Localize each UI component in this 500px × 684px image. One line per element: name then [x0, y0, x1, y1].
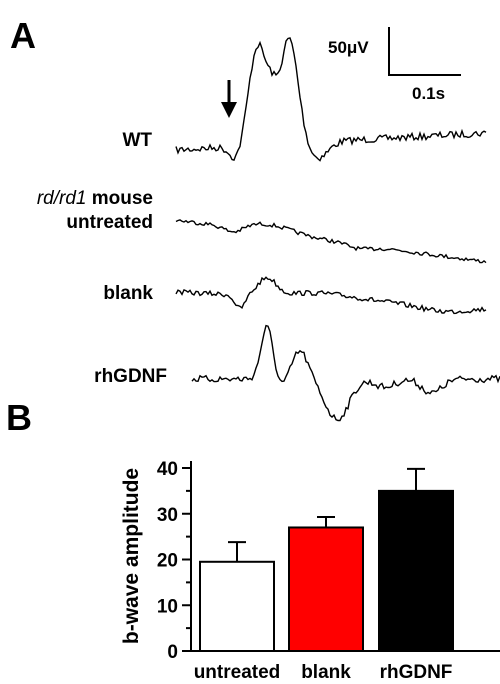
- y-tick-label: 40: [157, 459, 178, 480]
- trace-label-rd: rd/rd1 mouse untreated: [37, 187, 153, 235]
- bar-untreated: [199, 560, 275, 652]
- trace-label-rhgdnf: rhGDNF: [94, 365, 167, 389]
- trace-blank: [175, 276, 487, 315]
- trace-label-rd-text: mouse: [91, 188, 153, 209]
- panel-b-letter: B: [6, 397, 32, 438]
- bar-blank: [288, 526, 364, 652]
- scale-amplitude-label: 50μV: [328, 38, 369, 57]
- trace-label-rhgdnf-text: rhGDNF: [94, 366, 167, 387]
- trace-wt: [175, 37, 487, 162]
- stimulus-arrow-icon: [221, 80, 237, 118]
- x-tick-labels: untreated blank rhGDNF: [194, 662, 453, 683]
- scale-time-label: 0.1s: [412, 84, 446, 103]
- scale-bar: [388, 27, 461, 76]
- panel-a-letter: A: [10, 15, 36, 56]
- y-tick-label: 0: [167, 642, 178, 663]
- trace-rhgdnf: [191, 324, 500, 422]
- trace-rd-untreated: [175, 219, 487, 264]
- trace-label-rd-italic: rd/rd1: [36, 188, 87, 209]
- x-tick-label: rhGDNF: [380, 662, 453, 683]
- x-tick-label: blank: [301, 662, 351, 683]
- bar-rhGDNF: [378, 489, 454, 652]
- y-tick-label: 20: [157, 551, 178, 572]
- y-axis-label: b-wave amplitude: [120, 468, 143, 644]
- trace-label-wt: WT: [122, 129, 152, 153]
- traces-group: [175, 37, 500, 422]
- trace-label-blank: blank: [103, 282, 153, 306]
- trace-label-rd-line2: untreated: [66, 212, 153, 233]
- trace-label-blank-text: blank: [103, 283, 153, 304]
- trace-label-wt-text: WT: [122, 130, 152, 151]
- y-tick-label: 30: [157, 505, 178, 526]
- y-tick-label: 10: [157, 596, 178, 617]
- bars: [199, 467, 454, 652]
- x-tick-label: untreated: [194, 662, 281, 683]
- y-ticks: 0 10 20 30 40: [157, 459, 191, 663]
